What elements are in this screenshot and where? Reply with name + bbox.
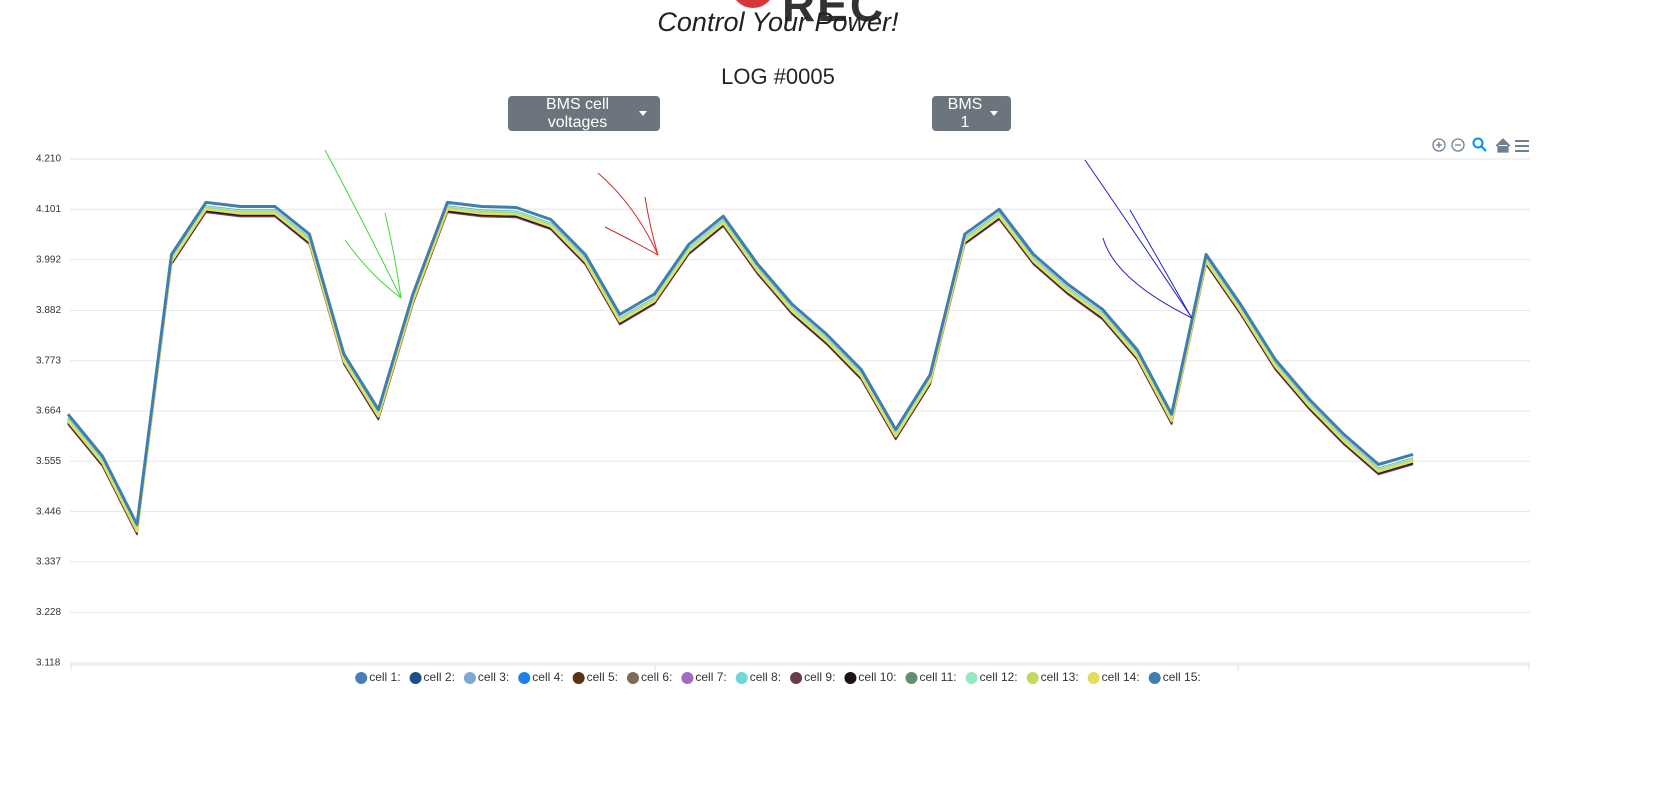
series-line [67, 206, 1414, 531]
home-icon[interactable] [1495, 138, 1511, 153]
legend-marker [355, 672, 368, 684]
legend-marker [518, 672, 531, 684]
legend-marker [681, 672, 694, 684]
logo: REC [781, 0, 886, 31]
legend-marker [1026, 672, 1039, 684]
logo-mark [731, 0, 775, 8]
legend-item[interactable]: cell 12: [965, 670, 1018, 684]
legend-item[interactable]: cell 13: [1026, 670, 1079, 684]
legend-label: cell 9: [804, 670, 835, 684]
series-line [67, 208, 1414, 533]
legend-label: cell 8: [750, 670, 781, 684]
toolbar [1432, 137, 1529, 153]
series-lines [66, 200, 1414, 536]
legend-label: cell 3: [478, 670, 509, 684]
y-tick-label: 3.555 [36, 456, 61, 467]
legend-marker [790, 672, 803, 684]
legend-item[interactable]: cell 15: [1148, 670, 1201, 684]
legend: cell 1: cell 2: cell 3: cell 4: cell 5: cell … [355, 670, 1201, 684]
menu-icon[interactable] [1515, 140, 1529, 152]
series-line [67, 209, 1414, 533]
legend-marker [409, 672, 422, 684]
legend-label: cell 13: [1041, 670, 1079, 684]
zoom-out-icon[interactable] [1451, 138, 1465, 152]
log-title: LOG #0005 [721, 64, 835, 89]
series-line [67, 209, 1414, 534]
legend-label: cell 12: [980, 670, 1018, 684]
legend-item[interactable]: cell 4: [518, 670, 564, 684]
legend-label: cell 1: [369, 670, 400, 684]
y-tick-label: 3.773 [36, 355, 61, 366]
annotation-red [597, 172, 659, 256]
legend-item[interactable]: cell 8: [735, 670, 781, 684]
y-tick-label: 3.992 [36, 254, 61, 265]
annotations [324, 149, 1193, 319]
tagline: Control Your Power! [657, 7, 899, 37]
caret [990, 111, 998, 116]
series-line [67, 208, 1414, 532]
legend-label: cell 14: [1102, 670, 1140, 684]
y-tick-label: 4.101 [36, 204, 61, 215]
y-tick-label: 4.210 [36, 154, 61, 165]
y-tick-label: 3.118 [36, 658, 61, 669]
legend-label: cell 7: [695, 670, 726, 684]
series-line [67, 207, 1414, 531]
legend-marker [905, 672, 918, 684]
legend-marker [463, 672, 476, 684]
legend-item[interactable]: cell 7: [681, 670, 727, 684]
dropdown-label: BMS cell voltages [545, 95, 610, 131]
series-line [67, 205, 1414, 529]
legend-item[interactable]: cell 6: [626, 670, 672, 684]
legend-item[interactable]: cell 2: [409, 670, 455, 684]
legend-label: cell 10: [858, 670, 896, 684]
zoom-select-icon[interactable] [1472, 137, 1487, 152]
y-tick-label: 3.337 [36, 557, 61, 568]
annotation-blue [1084, 159, 1193, 319]
dropdown-button[interactable]: BMS 1 [932, 96, 1011, 131]
series-line [67, 206, 1414, 530]
dropdown-button[interactable]: BMS cell voltages [508, 96, 660, 131]
y-tick-label: 3.228 [36, 607, 61, 618]
legend-marker [1148, 672, 1161, 684]
caret [639, 111, 647, 116]
legend-label: cell 5: [587, 670, 618, 684]
series-line [66, 200, 1414, 526]
series-line [67, 207, 1414, 532]
legend-label: cell 6: [641, 670, 672, 684]
y-tick-label: 3.882 [36, 305, 61, 316]
series-line [67, 205, 1414, 530]
legend-item[interactable]: cell 10: [844, 670, 896, 684]
dropdown-label: BMS 1 [947, 95, 983, 131]
legend-item[interactable]: cell 1: [355, 670, 401, 684]
grid: 3.118 3.228 3.337 3.446 3.555 3.664 3.773 3.882… [36, 154, 1530, 669]
legend-label: cell 15: [1163, 670, 1201, 684]
legend-label: cell 11: [919, 670, 956, 684]
legend-label: cell 4: [532, 670, 563, 684]
legend-item[interactable]: cell 3: [463, 670, 509, 684]
zoom-in-icon[interactable] [1432, 138, 1446, 152]
legend-item[interactable]: cell 5: [572, 670, 618, 684]
y-tick-label: 3.664 [36, 406, 61, 417]
y-tick-label: 3.446 [36, 506, 61, 517]
legend-item[interactable]: cell 9: [790, 670, 835, 684]
legend-marker [626, 672, 639, 684]
legend-marker [965, 672, 978, 684]
legend-marker [1087, 672, 1100, 684]
annotation-green [324, 149, 402, 299]
legend-marker [572, 672, 585, 684]
legend-item[interactable]: cell 14: [1087, 670, 1140, 684]
legend-marker [844, 672, 857, 684]
legend-marker [735, 672, 748, 684]
legend-label: cell 2: [424, 670, 455, 684]
legend-item[interactable]: cell 11: [905, 670, 957, 684]
